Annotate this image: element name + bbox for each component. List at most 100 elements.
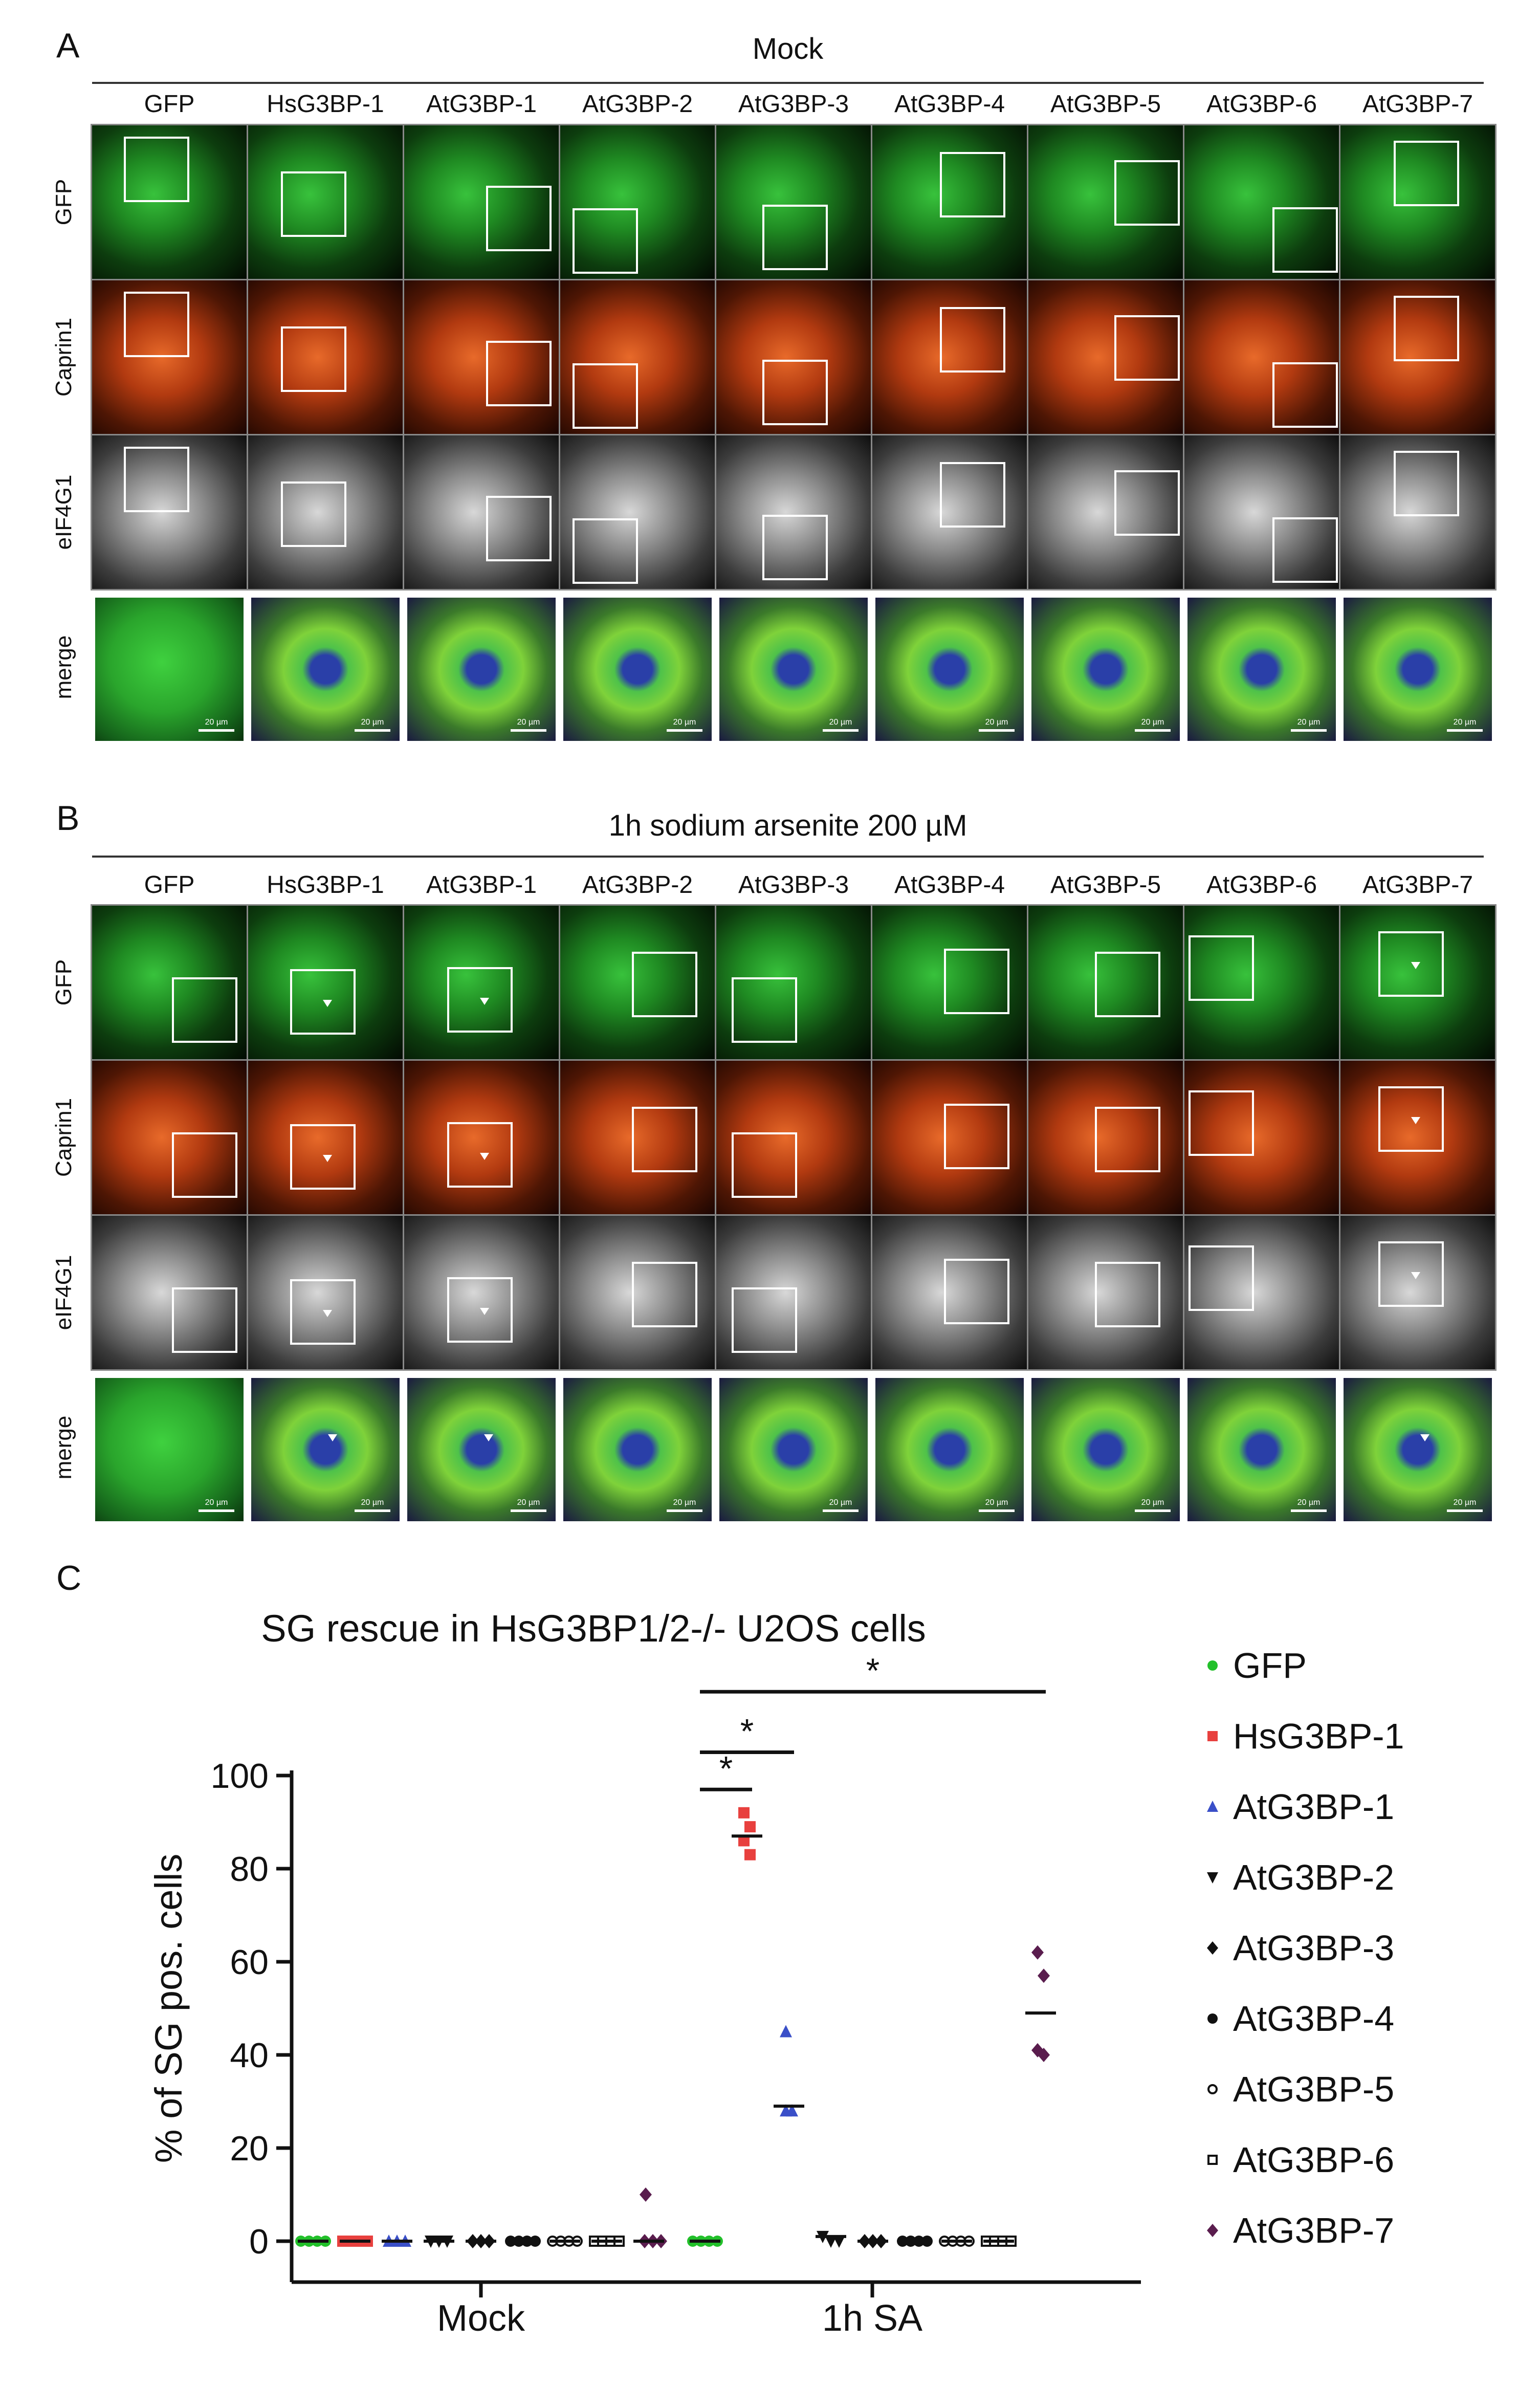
inset-box bbox=[447, 967, 513, 1033]
panel-b-micrograph-caprin1 bbox=[716, 1061, 871, 1214]
panel-b-column-header: AtG3BP-6 bbox=[1206, 871, 1317, 899]
inset-box bbox=[172, 1132, 237, 1198]
legend-marker bbox=[1207, 2155, 1218, 2165]
panel-a-micrograph-caprin1 bbox=[1340, 280, 1495, 434]
data-point bbox=[780, 2025, 792, 2038]
panel-a-micrograph-caprin1 bbox=[1028, 280, 1183, 434]
panel-b-micrograph-eif4g1 bbox=[248, 1216, 403, 1369]
inset-box bbox=[172, 1287, 237, 1353]
panel-a-micrograph-caprin1 bbox=[404, 280, 559, 434]
legend-marker bbox=[1207, 1941, 1218, 1955]
scale-bar-label: 20 µm bbox=[1297, 1498, 1321, 1507]
scale-bar-group: 20 µm bbox=[1447, 718, 1483, 732]
inset-box bbox=[447, 1277, 513, 1343]
scale-bar-label: 20 µm bbox=[673, 718, 696, 727]
panel-a-micrograph-merge: 20 µm bbox=[404, 595, 559, 744]
panel-b-micrograph-caprin1 bbox=[404, 1061, 559, 1214]
arrowhead-icon bbox=[480, 1308, 489, 1315]
panel-b-micrograph-gfp bbox=[92, 906, 247, 1059]
legend-label: AtG3BP-4 bbox=[1233, 1999, 1395, 2039]
panel-b-micrograph-gfp bbox=[404, 906, 559, 1059]
scale-bar bbox=[667, 1509, 702, 1512]
panel-a-micrograph-gfp bbox=[560, 125, 715, 279]
scale-bar bbox=[979, 1509, 1015, 1512]
panel-b-micrograph-merge: 20 µm bbox=[1028, 1375, 1183, 1524]
scale-bar-label: 20 µm bbox=[1297, 718, 1321, 727]
inset-box bbox=[290, 1124, 356, 1190]
legend-marker bbox=[1207, 1801, 1218, 1812]
legend-label: AtG3BP-3 bbox=[1233, 1928, 1395, 1968]
legend-label: AtG3BP-1 bbox=[1233, 1787, 1395, 1827]
inset-box bbox=[732, 1287, 797, 1353]
scale-bar-label: 20 µm bbox=[361, 1498, 384, 1507]
panel-a-column-header: AtG3BP-6 bbox=[1206, 91, 1317, 118]
scale-bar bbox=[667, 729, 702, 732]
panel-b-column-header: AtG3BP-1 bbox=[426, 871, 537, 899]
arrowhead-icon bbox=[480, 1153, 489, 1160]
scale-bar bbox=[1291, 1509, 1327, 1512]
inset-box bbox=[1394, 296, 1459, 361]
scale-bar-group: 20 µm bbox=[667, 718, 702, 732]
inset-box bbox=[1272, 207, 1338, 273]
arrowhead-icon bbox=[1411, 962, 1420, 969]
scale-bar-group: 20 µm bbox=[199, 718, 234, 732]
inset-box bbox=[632, 1107, 697, 1172]
panel-a-micrograph-caprin1 bbox=[872, 280, 1027, 434]
scale-bar-label: 20 µm bbox=[985, 1498, 1008, 1507]
data-point bbox=[640, 2187, 652, 2202]
panel-b-micrograph-merge: 20 µm bbox=[716, 1375, 871, 1524]
panel-a-micrograph-merge: 20 µm bbox=[1340, 595, 1495, 744]
panel-a-micrograph-eif4g1 bbox=[560, 435, 715, 589]
panel-a-micrograph-caprin1 bbox=[92, 280, 247, 434]
scale-bar bbox=[1447, 729, 1483, 732]
y-tick-label: 20 bbox=[230, 2129, 269, 2168]
panel-b-micrograph-merge: 20 µm bbox=[1184, 1375, 1339, 1524]
inset-box bbox=[944, 1104, 1009, 1169]
panel-a-column-header: AtG3BP-7 bbox=[1362, 91, 1473, 118]
scale-bar-group: 20 µm bbox=[1291, 1498, 1327, 1512]
scale-bar-label: 20 µm bbox=[1453, 1498, 1477, 1507]
panel-a-column-header: AtG3BP-3 bbox=[738, 91, 849, 118]
panel-a-column-header: AtG3BP-2 bbox=[582, 91, 693, 118]
scale-bar-group: 20 µm bbox=[979, 1498, 1015, 1512]
inset-box bbox=[762, 360, 828, 425]
scale-bar-group: 20 µm bbox=[199, 1498, 234, 1512]
panel-b-micrograph-gfp bbox=[248, 906, 403, 1059]
scale-bar-group: 20 µm bbox=[1291, 718, 1327, 732]
inset-box bbox=[1378, 931, 1444, 997]
inset-box bbox=[1378, 1241, 1444, 1307]
inset-box bbox=[1189, 1245, 1254, 1311]
panel-b-micrograph-eif4g1 bbox=[872, 1216, 1027, 1369]
panel-b-micrograph-merge: 20 µm bbox=[560, 1375, 715, 1524]
panel-b-micrograph-eif4g1 bbox=[716, 1216, 871, 1369]
y-tick-label: 80 bbox=[230, 1850, 269, 1889]
scale-bar bbox=[823, 1509, 859, 1512]
scale-bar-label: 20 µm bbox=[829, 718, 852, 727]
panel-b-column-header: AtG3BP-2 bbox=[582, 871, 693, 899]
panel-a-micrograph-gfp bbox=[1184, 125, 1339, 279]
inset-box bbox=[573, 363, 638, 429]
panel-a-micrograph-merge: 20 µm bbox=[872, 595, 1027, 744]
scale-bar-label: 20 µm bbox=[361, 718, 384, 727]
scale-bar bbox=[1135, 1509, 1171, 1512]
panel-b-micrograph-gfp bbox=[716, 906, 871, 1059]
inset-box bbox=[281, 326, 346, 392]
inset-box bbox=[1095, 952, 1160, 1017]
panel-a-column-header: AtG3BP-1 bbox=[426, 91, 537, 118]
inset-box bbox=[281, 171, 346, 237]
panel-a-micrograph-gfp bbox=[404, 125, 559, 279]
inset-box bbox=[732, 1132, 797, 1198]
inset-box bbox=[944, 949, 1009, 1014]
scale-bar bbox=[511, 729, 546, 732]
scale-bar bbox=[1135, 729, 1171, 732]
scale-bar-label: 20 µm bbox=[1141, 1498, 1164, 1507]
inset-box bbox=[1272, 517, 1338, 583]
panel-a-micrograph-eif4g1 bbox=[404, 435, 559, 589]
panel-b-micrograph-eif4g1 bbox=[1184, 1216, 1339, 1369]
panel-b-micrograph-gfp bbox=[1340, 906, 1495, 1059]
data-point bbox=[825, 2236, 837, 2248]
panel-a-micrograph-eif4g1 bbox=[716, 435, 871, 589]
scale-bar bbox=[355, 1509, 390, 1512]
legend-marker bbox=[1207, 1660, 1218, 1671]
scale-bar-label: 20 µm bbox=[205, 1498, 228, 1507]
